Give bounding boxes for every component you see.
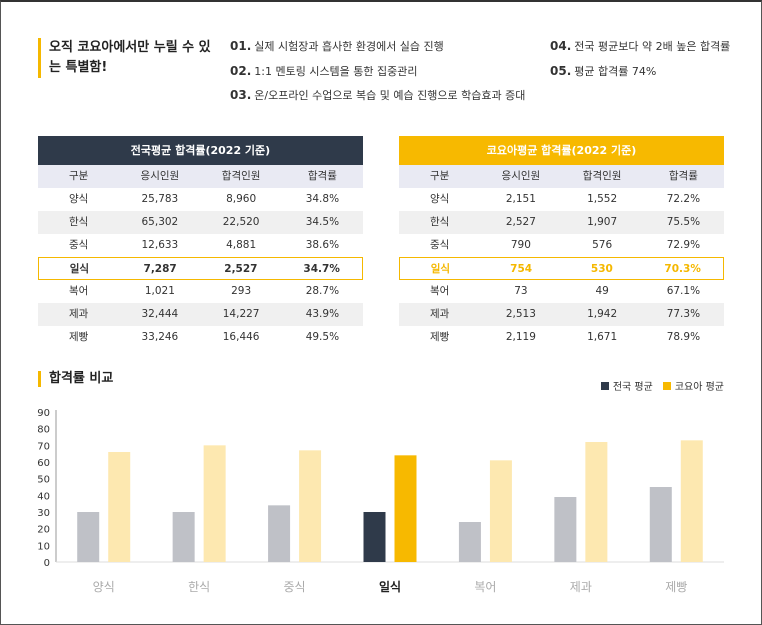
- y-tick-label: 50: [37, 475, 50, 486]
- bar-national-2: [172, 512, 195, 562]
- y-tick-label: 90: [37, 408, 50, 419]
- bar-national-6: [554, 497, 577, 562]
- bar-national-1: [77, 512, 100, 562]
- bar-koa-6: [585, 442, 608, 562]
- feature-4: 04. 전국 평균보다 약 2배 높은 합격률: [550, 39, 731, 53]
- x-tick-label: 한식: [188, 580, 210, 594]
- feature-1: 01. 실제 시험장과 흡사한 환경에서 실습 진행: [230, 39, 444, 53]
- table-header-row: 구분 응시인원 합격인원 합격률: [38, 165, 363, 188]
- x-tick-label: 중식: [284, 580, 306, 594]
- table-header-row: 구분 응시인원 합격인원 합격률: [399, 165, 724, 188]
- feature-5: 05. 평균 합격률 74%: [550, 64, 657, 78]
- y-tick-label: 40: [37, 491, 50, 502]
- bar-koa-5: [489, 460, 512, 562]
- legend-swatch-koa: [662, 381, 671, 390]
- x-tick-label: 양식: [93, 580, 115, 594]
- legend-item-national: 전국 평균: [600, 378, 653, 393]
- legend-swatch-national: [600, 381, 609, 390]
- table-title: 전국평균 합격률(2022 기준): [38, 136, 363, 165]
- y-tick-label: 20: [37, 525, 50, 536]
- headline: 오직 코요아에서만 누릴 수 있는 특별함!: [38, 38, 218, 78]
- pass-rate-bar-chart: 0 10 20 30 40 50 60 70 80 90 양식 한식 중식 일식 복어 제과 제빵: [37, 408, 724, 594]
- table-row: 한식 2,527 1,907 75.5%: [399, 211, 724, 234]
- x-tick-label: 일식: [379, 579, 401, 594]
- y-tick-label: 30: [37, 508, 50, 519]
- table-row: 제빵 2,119 1,671 78.9%: [429, 331, 701, 343]
- koa-pass-rate-table: 코요아평균 합격률(2022 기준) 구분 응시인원 합격인원 합격률 양식 2,151…: [399, 136, 724, 349]
- bar-koa-4: [394, 455, 417, 562]
- table-row: 제과 2,513 1,942 77.3%: [399, 303, 724, 326]
- bar-national-4: [363, 512, 386, 562]
- feature-2: 02. 1:1 멘토링 시스템을 통한 집중관리: [230, 64, 418, 78]
- bar-koa-2: [203, 445, 226, 562]
- chart-section-title: 합격률 비교: [38, 371, 113, 387]
- y-tick-label: 10: [37, 541, 50, 552]
- table-row: 양식 25,783 8,960 34.8%: [68, 193, 340, 205]
- x-tick-label: 복어: [474, 580, 496, 594]
- y-tick-label: 70: [37, 441, 50, 452]
- y-tick-label: 0: [44, 558, 50, 569]
- bar-national-5: [458, 522, 481, 562]
- table-row: 중식 12,633 4,881 38.6%: [68, 239, 340, 251]
- table-row: 복어 73 49 67.1%: [429, 285, 701, 297]
- national-pass-rate-table: 전국평균 합격률(2022 기준) 구분 응시인원 합격인원 합격률 양식 25,783…: [38, 136, 363, 349]
- x-tick-label: 제과: [570, 580, 592, 594]
- table-row: 양식 2,151 1,552 72.2%: [429, 193, 701, 205]
- bar-koa-3: [299, 450, 322, 562]
- table-row: 중식 790 576 72.9%: [429, 239, 701, 251]
- bar-national-7: [649, 487, 672, 562]
- table-row-highlighted: 일식 754 530 70.3%: [399, 257, 724, 280]
- y-tick-label: 60: [37, 458, 50, 469]
- bar-koa-1: [108, 452, 131, 562]
- feature-3: 03. 온/오프라인 수업으로 복습 및 예습 진행으로 학습효과 증대: [230, 88, 526, 102]
- table-row: 제과 32,444 14,227 43.9%: [38, 303, 363, 326]
- bar-koa-7: [680, 440, 703, 562]
- x-tick-label: 제빵: [665, 580, 687, 594]
- table-title: 코요아평균 합격률(2022 기준): [399, 136, 724, 165]
- table-row: 복어 1,021 293 28.7%: [68, 285, 340, 297]
- chart-legend: 전국 평균 코요아 평균: [600, 378, 724, 393]
- table-row-highlighted: 일식 7,287 2,527 34.7%: [38, 257, 363, 280]
- y-tick-label: 80: [37, 425, 50, 436]
- table-row: 한식 65,302 22,520 34.5%: [38, 211, 363, 234]
- bar-national-3: [268, 505, 291, 562]
- legend-item-koa: 코요아 평균: [662, 378, 724, 393]
- table-row: 제빵 33,246 16,446 49.5%: [68, 331, 340, 343]
